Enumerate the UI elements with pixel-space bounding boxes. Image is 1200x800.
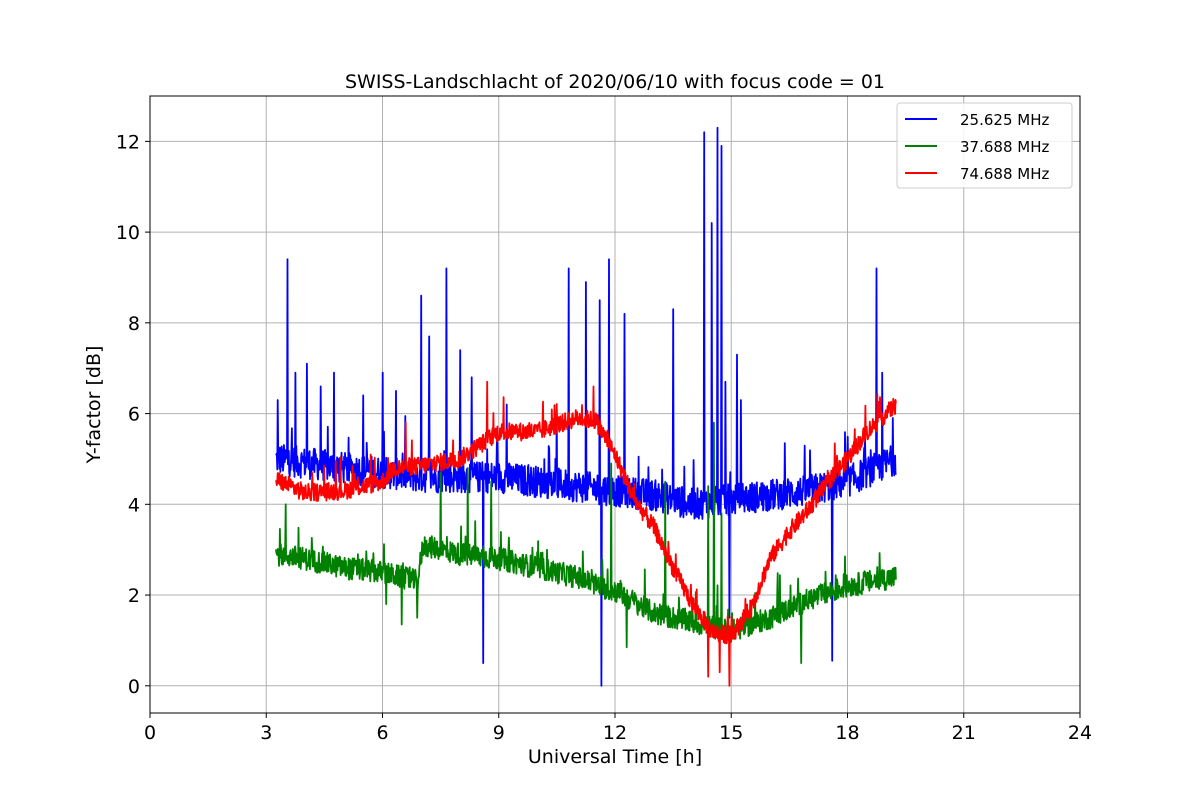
y-axis-label: Y-factor [dB] — [83, 346, 105, 465]
series-line-1 — [275, 421, 897, 664]
y-tick-label: 10 — [116, 222, 140, 244]
legend-label: 25.625 MHz — [960, 111, 1049, 129]
x-tick-label: 3 — [260, 722, 272, 744]
legend: 25.625 MHz 37.688 MHz 74.688 MHz — [896, 102, 1073, 189]
y-tick-label: 2 — [128, 585, 140, 607]
x-tick-label: 6 — [376, 722, 388, 744]
y-tick-label: 4 — [128, 494, 140, 516]
legend-label: 74.688 MHz — [960, 165, 1049, 183]
x-tick-label: 18 — [835, 722, 859, 744]
x-axis: 0 3 6 9 12 15 18 21 24 — [144, 713, 1092, 744]
series-group — [275, 126, 897, 687]
chart-title: SWISS-Landschlacht of 2020/06/10 with fo… — [345, 71, 885, 93]
y-tick-label: 6 — [128, 404, 140, 426]
y-tick-label: 12 — [116, 131, 140, 153]
grid-lines — [149, 96, 1081, 713]
x-tick-label: 9 — [493, 722, 505, 744]
x-axis-label: Universal Time [h] — [528, 746, 702, 768]
y-axis: 0 2 4 6 8 10 12 — [116, 131, 150, 698]
x-tick-label: 0 — [144, 722, 156, 744]
legend-box — [896, 102, 1073, 189]
y-tick-label: 0 — [128, 676, 140, 698]
legend-label: 37.688 MHz — [960, 138, 1049, 156]
x-tick-label: 15 — [719, 722, 743, 744]
x-tick-label: 12 — [603, 722, 627, 744]
y-tick-label: 8 — [128, 313, 140, 335]
x-tick-label: 24 — [1068, 722, 1092, 744]
x-tick-label: 21 — [952, 722, 976, 744]
series-line-2 — [275, 380, 897, 687]
